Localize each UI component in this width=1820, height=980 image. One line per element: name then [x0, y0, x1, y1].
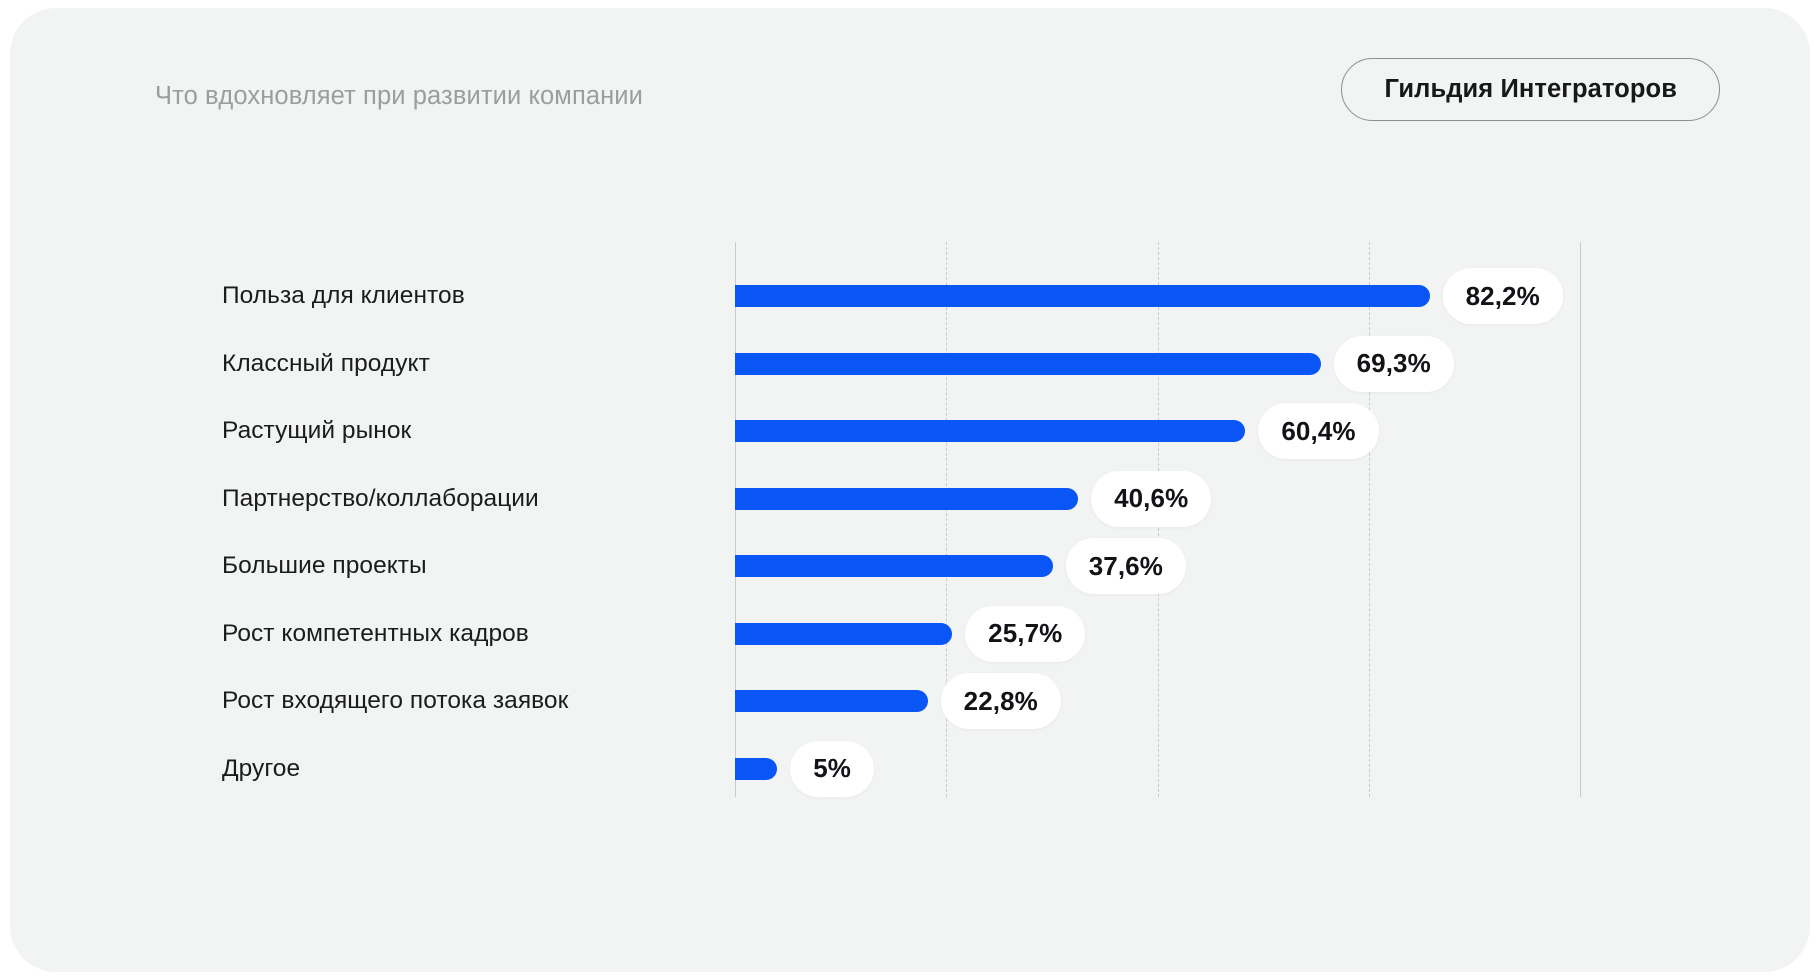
category-label: Классный продукт [222, 349, 430, 377]
category-label: Растущий рынок [222, 417, 412, 444]
bar-chart: Польза для клиентов 82,2% Классный продукт… [0, 242, 1800, 800]
value-badge-text: 22,8% [963, 685, 1038, 716]
bar [735, 285, 1430, 307]
gridline-100 [1580, 242, 1581, 797]
category-label: Рост компетентных кадров [222, 619, 529, 647]
bar [735, 757, 778, 780]
brand-badge: Гильдия Интеграторов [1341, 58, 1720, 121]
value-badge-text: 60,4% [1281, 415, 1356, 446]
value-badge: 5% [790, 740, 875, 797]
gridline-75 [1368, 242, 1370, 797]
bar [735, 487, 1079, 510]
gridline-25 [946, 242, 948, 797]
chart-row: Рост входящего потока заявок 22,8% [0, 670, 1800, 732]
chart-row: Другое 5% [0, 738, 1800, 800]
chart-row: Растущий рынок 60,4% [0, 400, 1800, 462]
chart-row: Большие проекты 37,6% [0, 535, 1800, 597]
value-badge: 40,6% [1091, 470, 1212, 527]
chart-row: Рост компетентных кадров 25,7% [0, 603, 1800, 665]
value-badge: 22,8% [940, 673, 1061, 729]
bar [735, 555, 1053, 577]
category-label: Другое [222, 754, 301, 782]
page-title: Что вдохновляет при развитии компании [155, 82, 644, 110]
value-badge-text: 25,7% [988, 618, 1063, 648]
bar [735, 420, 1246, 442]
value-badge-text: 37,6% [1088, 550, 1163, 581]
category-label: Большие проекты [222, 552, 427, 579]
value-badge: 60,4% [1258, 403, 1379, 459]
value-badge-text: 82,2% [1465, 280, 1540, 311]
value-badge: 37,6% [1065, 538, 1186, 594]
value-badge: 82,2% [1442, 268, 1563, 324]
bar [735, 352, 1321, 375]
chart-row: Классный продукт 69,3% [0, 333, 1800, 395]
chart-row: Партнерство/коллаборации 40,6% [0, 468, 1800, 530]
category-label: Партнерство/коллаборации [222, 484, 539, 512]
value-badge: 69,3% [1333, 335, 1454, 392]
chart-row: Польза для клиентов 82,2% [0, 265, 1800, 327]
brand-badge-label: Гильдия Интеграторов [1384, 75, 1677, 103]
category-label: Рост входящего потока заявок [222, 687, 569, 714]
value-badge: 25,7% [965, 605, 1086, 662]
value-badge-text: 69,3% [1356, 348, 1431, 378]
value-badge-text: 5% [813, 753, 852, 783]
value-badge-text: 40,6% [1114, 483, 1189, 513]
bar [735, 622, 953, 645]
category-label: Польза для клиентов [222, 282, 465, 309]
gridline-0 [735, 242, 736, 797]
bar [735, 690, 928, 712]
